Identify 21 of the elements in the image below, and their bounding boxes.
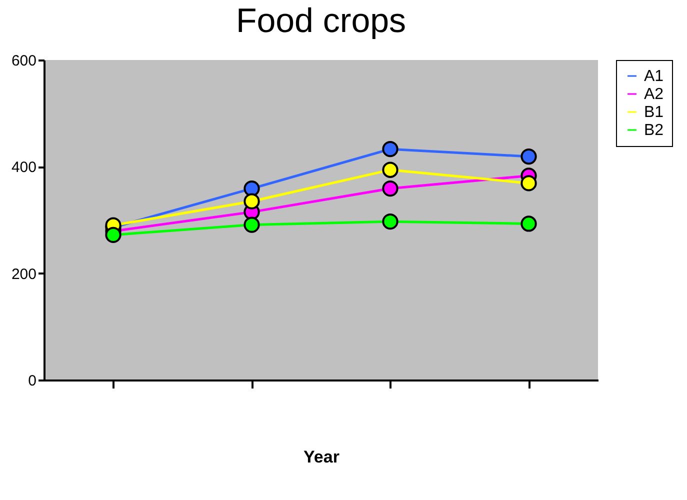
chart-title: Food crops xyxy=(236,2,406,40)
point xyxy=(382,141,398,158)
legend-label: B1 xyxy=(644,104,664,121)
point xyxy=(244,180,260,197)
point xyxy=(105,226,122,243)
point xyxy=(382,214,398,230)
point xyxy=(520,175,537,192)
point xyxy=(382,180,398,197)
point xyxy=(520,216,537,232)
legend-label: A2 xyxy=(644,86,664,103)
legend-label: A1 xyxy=(644,68,664,85)
point xyxy=(382,162,398,178)
y-tick-label: 400 xyxy=(11,159,36,176)
y-tick-label: 600 xyxy=(11,52,36,70)
point xyxy=(244,193,260,210)
point xyxy=(520,148,537,165)
y-tick-label: 0 xyxy=(28,372,36,390)
x-axis-title: Year xyxy=(304,448,340,466)
point xyxy=(244,216,260,233)
y-tick-label: 200 xyxy=(11,266,36,283)
legend-label: B2 xyxy=(644,122,664,139)
